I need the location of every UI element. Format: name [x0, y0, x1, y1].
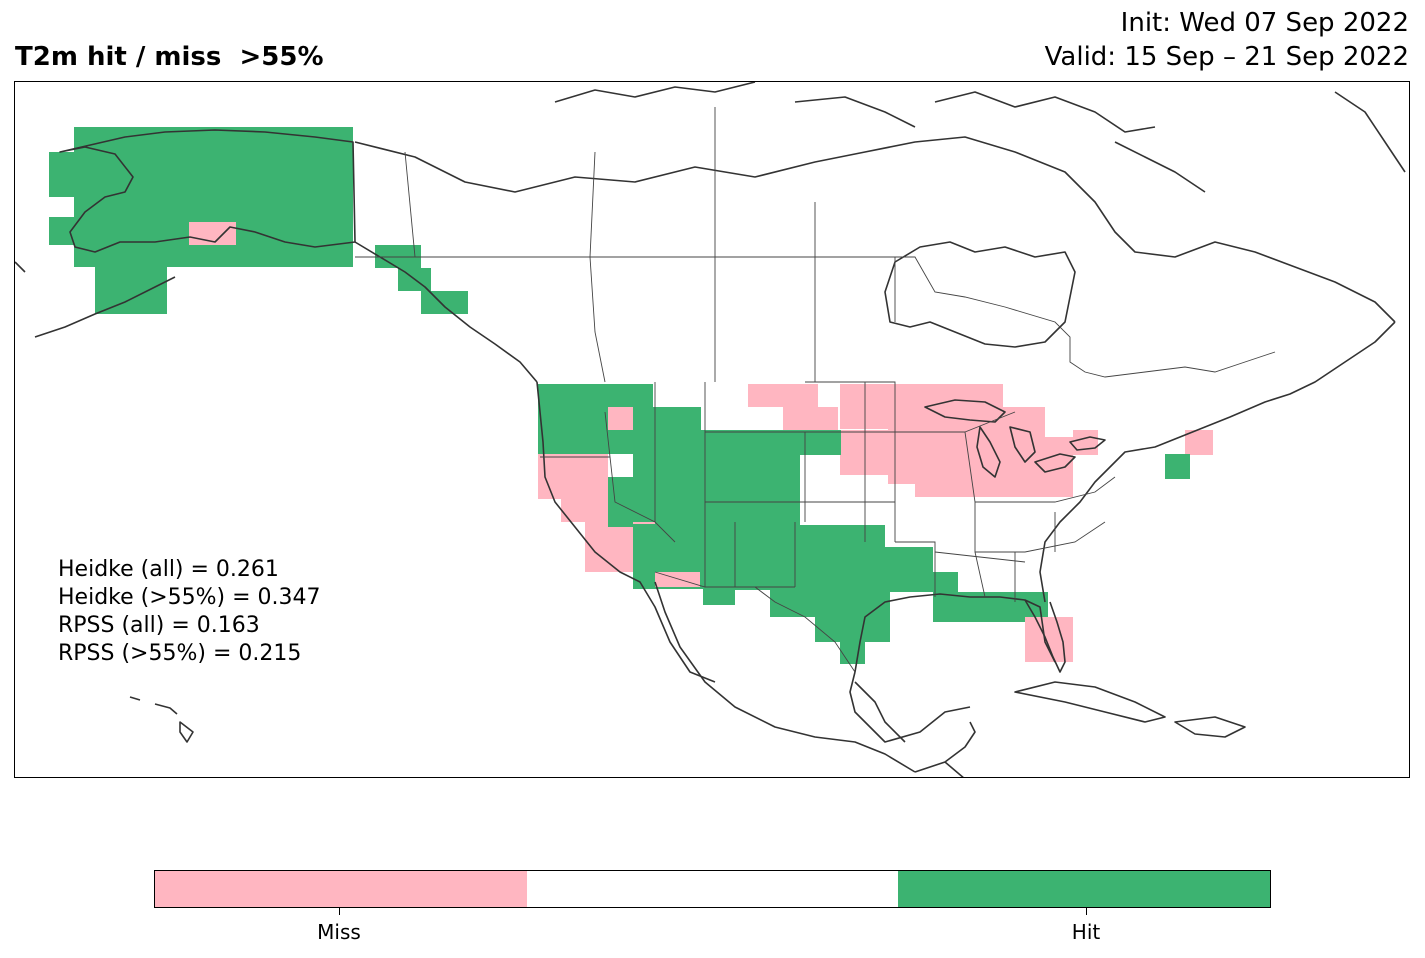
miss-cell — [748, 384, 818, 407]
hit-cell — [608, 477, 633, 527]
miss-cell — [608, 407, 633, 430]
hit-cell — [95, 267, 167, 314]
hit-cell — [840, 642, 865, 664]
colorbar-tick-hit — [1086, 908, 1087, 915]
arctic-islands — [554, 82, 1406, 193]
mexico-border — [654, 571, 856, 673]
hit-cell — [421, 291, 468, 314]
alaska-coast — [59, 129, 356, 253]
us-states-east — [895, 411, 1116, 602]
hit-cell — [818, 430, 841, 455]
hit-cell — [770, 582, 890, 617]
colorbar-label-hit: Hit — [1071, 920, 1101, 944]
hit-cell — [933, 572, 958, 592]
hit-cell — [703, 590, 735, 605]
arctic-coast — [354, 136, 1396, 323]
canada-provinces — [404, 107, 896, 383]
political-borders — [355, 107, 1276, 673]
us-west-coast — [536, 381, 716, 683]
init-date: Init: Wed 07 Sep 2022 — [1120, 8, 1409, 38]
map-title: T2m hit / miss >55% — [15, 42, 324, 72]
skill-scores: Heidke (all) = 0.261 Heidke (>55%) = 0.3… — [58, 556, 321, 668]
map-panel — [14, 81, 1410, 778]
heidke-all: Heidke (all) = 0.261 — [58, 557, 279, 582]
rpss-55: RPSS (>55%) = 0.215 — [58, 641, 302, 666]
hit-cell — [653, 407, 701, 462]
us-canada-border — [355, 256, 1276, 378]
aleutians — [15, 261, 176, 338]
miss-cell — [1185, 430, 1213, 455]
hit-cell — [888, 547, 933, 592]
baja-mexico-coast — [654, 581, 916, 773]
coastlines-borders — [15, 82, 1406, 777]
hispaniola — [1174, 716, 1246, 738]
miss-cell — [561, 499, 608, 522]
hit-cell — [795, 525, 885, 547]
hit-cell — [815, 612, 890, 642]
hit-cell — [538, 384, 653, 454]
central-america — [914, 721, 976, 777]
great-lakes — [924, 399, 1106, 478]
miss-cell — [783, 407, 838, 430]
hit-cell — [375, 245, 421, 268]
colorbar-label-miss: Miss — [317, 920, 361, 944]
valid-period: Valid: 15 Sep – 21 Sep 2022 — [1044, 42, 1409, 72]
gulf-coast — [849, 593, 1056, 743]
cuba — [1014, 681, 1166, 723]
east-coast — [1039, 321, 1396, 603]
hit-cell — [49, 152, 74, 197]
hit-cell — [783, 430, 818, 455]
bc-coast — [354, 241, 538, 383]
heidke-55: Heidke (>55%) = 0.347 — [58, 585, 321, 610]
florida — [1024, 599, 1066, 673]
hit-cell — [633, 454, 700, 524]
rpss-all: RPSS (all) = 0.163 — [58, 613, 260, 638]
colorbar — [154, 870, 1271, 908]
map-canvas — [15, 82, 1406, 777]
hawaii — [129, 696, 194, 743]
hit-cell — [1165, 454, 1190, 479]
colorbar-tick-miss — [339, 908, 340, 915]
miss-cell — [538, 454, 608, 499]
hit-cell — [655, 547, 705, 572]
hudson-bay — [884, 241, 1076, 348]
verification-cells — [49, 127, 1213, 664]
colorbar-neutral-segment — [526, 871, 899, 907]
colorbar-hit-segment — [898, 871, 1271, 907]
miss-cell — [1073, 430, 1098, 455]
miss-cell — [1025, 617, 1073, 662]
colorbar-miss-segment — [155, 871, 527, 907]
